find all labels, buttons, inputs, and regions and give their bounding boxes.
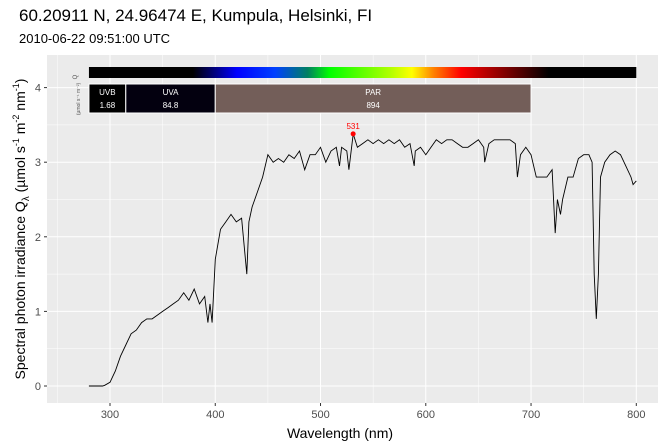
band-value-label: 1.68 <box>100 101 116 110</box>
x-tick-label: 400 <box>206 409 224 421</box>
band-box-par <box>214 83 532 114</box>
y-tick-label: 3 <box>35 157 41 169</box>
x-axis-label: Wavelength (nm) <box>287 425 393 441</box>
x-tick-label: 600 <box>417 409 435 421</box>
peak-point <box>350 131 356 137</box>
color-spectrum-bar <box>88 67 637 78</box>
band-box-uva <box>125 83 216 114</box>
band-name-label: PAR <box>365 88 381 97</box>
band-value-label: 84.8 <box>163 101 179 110</box>
y-tick-label: 4 <box>35 83 41 95</box>
spectrum-line <box>88 133 637 387</box>
chart-subtitle: 2010-06-22 09:51:00 UTC <box>19 31 171 46</box>
band-name-label: UVB <box>99 88 115 97</box>
x-tick-label: 300 <box>101 409 119 421</box>
x-tick-label: 500 <box>311 409 329 421</box>
band-axis-units-label: (µmol s⁻¹ m⁻²) <box>76 83 82 116</box>
y-tick-label: 1 <box>35 306 41 318</box>
y-tick-label: 2 <box>35 232 41 244</box>
x-tick-label: 700 <box>522 409 540 421</box>
y-axis-label: Spectral photon irradiance Qλ (µmol s-1 … <box>11 79 32 380</box>
band-box-uvb <box>88 83 127 114</box>
band-axis-q-label: Q <box>73 74 79 79</box>
chart-title: 60.20911 N, 24.96474 E, Kumpula, Helsink… <box>19 6 373 25</box>
band-value-label: 894 <box>366 101 380 110</box>
x-tick-label: 800 <box>627 409 645 421</box>
peak-label: 531 <box>346 122 360 131</box>
band-name-label: UVA <box>163 88 180 97</box>
y-tick-label: 0 <box>35 381 41 393</box>
